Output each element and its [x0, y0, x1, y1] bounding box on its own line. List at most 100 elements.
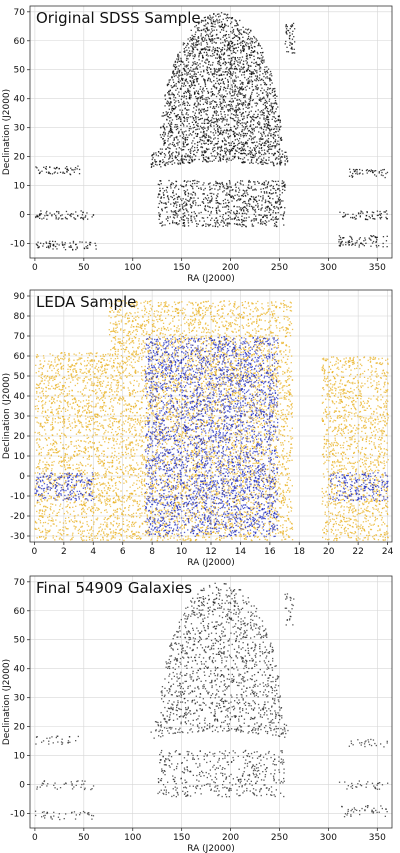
- data-point: [234, 90, 236, 92]
- data-point: [243, 60, 245, 62]
- data-point: [263, 157, 265, 159]
- data-point: [253, 136, 255, 139]
- data-point: [57, 450, 59, 453]
- data-point: [58, 496, 60, 498]
- data-point: [239, 100, 242, 102]
- data-point: [241, 130, 243, 133]
- data-point: [234, 58, 236, 60]
- data-point: [252, 225, 255, 227]
- data-point: [222, 220, 224, 222]
- data-point: [227, 25, 229, 27]
- data-point: [77, 454, 79, 456]
- data-point: [205, 27, 207, 30]
- data-point: [194, 143, 196, 145]
- data-point: [232, 49, 234, 51]
- data-point: [177, 60, 179, 62]
- data-point: [198, 119, 200, 121]
- data-point: [270, 133, 272, 135]
- data-point: [230, 129, 232, 132]
- data-point: [204, 19, 207, 21]
- data-point: [216, 211, 218, 213]
- data-point: [199, 204, 201, 206]
- data-point: [280, 138, 282, 140]
- data-point: [204, 49, 207, 51]
- data-point: [230, 60, 232, 62]
- data-point: [270, 79, 272, 81]
- data-point: [260, 220, 262, 223]
- data-point: [193, 211, 195, 213]
- data-point: [264, 135, 267, 137]
- data-point: [198, 21, 200, 23]
- data-point: [186, 90, 189, 92]
- data-point: [279, 120, 281, 122]
- data-point: [188, 193, 190, 195]
- data-point: [89, 244, 91, 246]
- data-point: [58, 388, 60, 390]
- data-point: [230, 195, 232, 197]
- data-point: [80, 537, 82, 539]
- data-point: [75, 445, 77, 447]
- data-point: [184, 193, 187, 196]
- data-point: [42, 390, 44, 392]
- data-point: [260, 60, 262, 62]
- data-point: [212, 107, 214, 109]
- data-point: [184, 137, 186, 139]
- data-point: [46, 488, 48, 490]
- data-point: [185, 79, 187, 81]
- data-point: [228, 201, 230, 203]
- data-point: [202, 160, 204, 163]
- data-point: [228, 68, 230, 71]
- data-point: [62, 364, 65, 367]
- data-point: [243, 48, 245, 51]
- data-point: [161, 202, 163, 204]
- data-point: [191, 121, 194, 123]
- data-point: [55, 525, 58, 527]
- data-point: [41, 472, 43, 474]
- data-point: [94, 497, 96, 499]
- data-point: [81, 372, 83, 374]
- data-point: [50, 520, 52, 522]
- data-point: [189, 92, 191, 94]
- data-point: [248, 138, 250, 140]
- data-point: [163, 135, 165, 137]
- data-point: [242, 47, 244, 49]
- region-7: [348, 168, 389, 179]
- data-point: [227, 187, 229, 189]
- data-point: [90, 447, 93, 449]
- data-point: [219, 103, 221, 106]
- data-point: [222, 158, 224, 161]
- data-point: [187, 149, 190, 151]
- data-point: [179, 210, 181, 212]
- data-point: [235, 20, 237, 22]
- data-point: [198, 212, 200, 214]
- data-point: [252, 73, 254, 75]
- data-point: [210, 68, 212, 70]
- data-point: [189, 148, 192, 150]
- data-point: [229, 48, 231, 50]
- data-point: [262, 138, 264, 140]
- data-point: [187, 136, 189, 139]
- data-point: [246, 121, 249, 123]
- data-point: [180, 158, 182, 160]
- data-point: [252, 51, 254, 53]
- data-point: [277, 118, 279, 121]
- data-point: [349, 241, 351, 243]
- data-point: [212, 99, 214, 102]
- data-point: [204, 206, 206, 208]
- data-point: [182, 132, 184, 134]
- data-point: [266, 70, 268, 72]
- data-point: [213, 155, 215, 157]
- data-point: [199, 118, 201, 120]
- data-point: [170, 130, 172, 132]
- data-point: [234, 59, 236, 61]
- data-point: [38, 386, 40, 389]
- data-point: [224, 34, 226, 36]
- data-point: [157, 155, 159, 157]
- data-point: [241, 88, 243, 90]
- data-point: [225, 159, 227, 161]
- data-point: [103, 359, 105, 361]
- data-point: [35, 215, 37, 218]
- data-point: [85, 513, 88, 515]
- data-point: [39, 425, 41, 427]
- data-point: [224, 119, 226, 121]
